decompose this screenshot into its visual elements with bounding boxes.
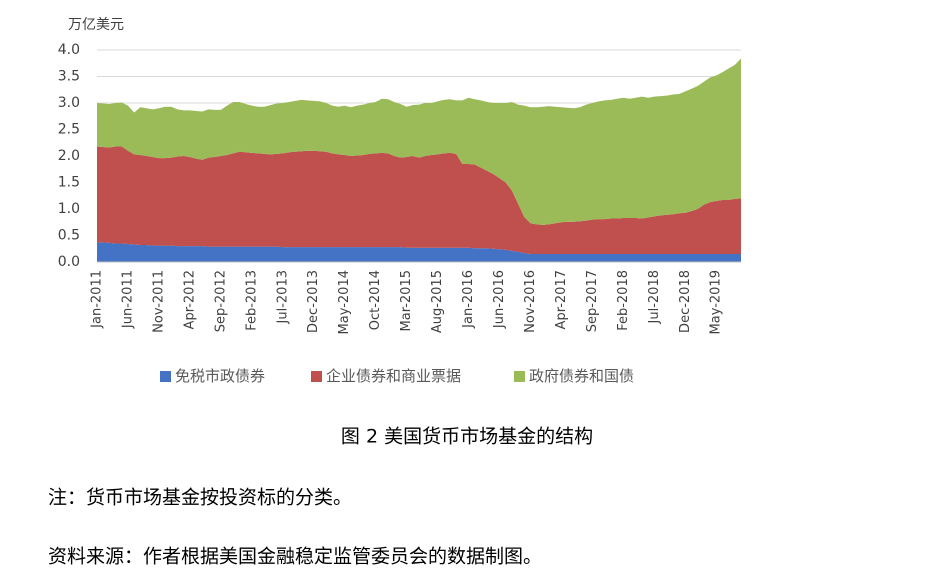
legend-label: 政府债券和国债 [529,367,634,385]
y-tick-label: 2.0 [58,148,80,164]
x-tick-label: Oct-2014 [368,270,383,330]
y-tick-label: 0.5 [58,228,80,244]
x-tick-label: Nov-2016 [523,270,538,333]
x-tick-label: Jan-2011 [90,270,105,329]
y-unit-label: 万亿美元 [68,17,124,33]
legend-label: 免税市政债券 [175,367,265,385]
x-tick-label: Nov-2011 [151,270,166,333]
y-tick-label: 2.5 [58,122,80,138]
legend-swatch [514,371,525,382]
note: 资料来源：作者根据美国金融稳定监管委员会的数据制图。 [48,546,542,568]
legend-swatch [160,371,171,382]
x-tick-label: May-2019 [709,270,724,334]
x-tick-label: Sep-2012 [213,270,228,332]
area [97,242,741,262]
area [97,58,741,225]
legend-swatch [311,371,322,382]
x-tick-label: Dec-2013 [306,270,321,333]
area [97,146,741,255]
x-tick-label: Jul-2013 [275,270,290,324]
y-tick-label: 3.0 [58,95,80,111]
x-tick-label: Sep-2017 [585,270,600,332]
x-tick-label: Feb-2013 [244,270,259,331]
x-tick-label: Feb-2018 [616,270,631,331]
x-tick-label: Jun-2011 [120,270,135,329]
x-tick-label: Apr-2017 [554,270,569,329]
y-tick-label: 3.5 [58,69,80,85]
x-tick-label: Apr-2012 [182,270,197,329]
x-tick-label: May-2014 [337,270,352,334]
y-tick-label: 1.5 [58,175,80,191]
y-tick-label: 1.0 [58,201,80,217]
x-tick-label: Mar-2015 [399,270,414,331]
x-tick-label: Jun-2016 [492,270,507,329]
x-tick-label: Jan-2016 [461,270,476,329]
x-tick-label: Dec-2018 [678,270,693,333]
x-tick-label: Aug-2015 [430,270,445,333]
note: 注：货币市场基金按投资标的分类。 [48,487,352,509]
x-tick-label: Jul-2018 [647,270,662,324]
y-tick-label: 0.0 [58,254,80,270]
y-tick-label: 4.0 [58,42,80,58]
caption: 图 2 美国货币市场基金的结构 [341,426,593,448]
legend-label: 企业债券和商业票据 [326,367,461,385]
